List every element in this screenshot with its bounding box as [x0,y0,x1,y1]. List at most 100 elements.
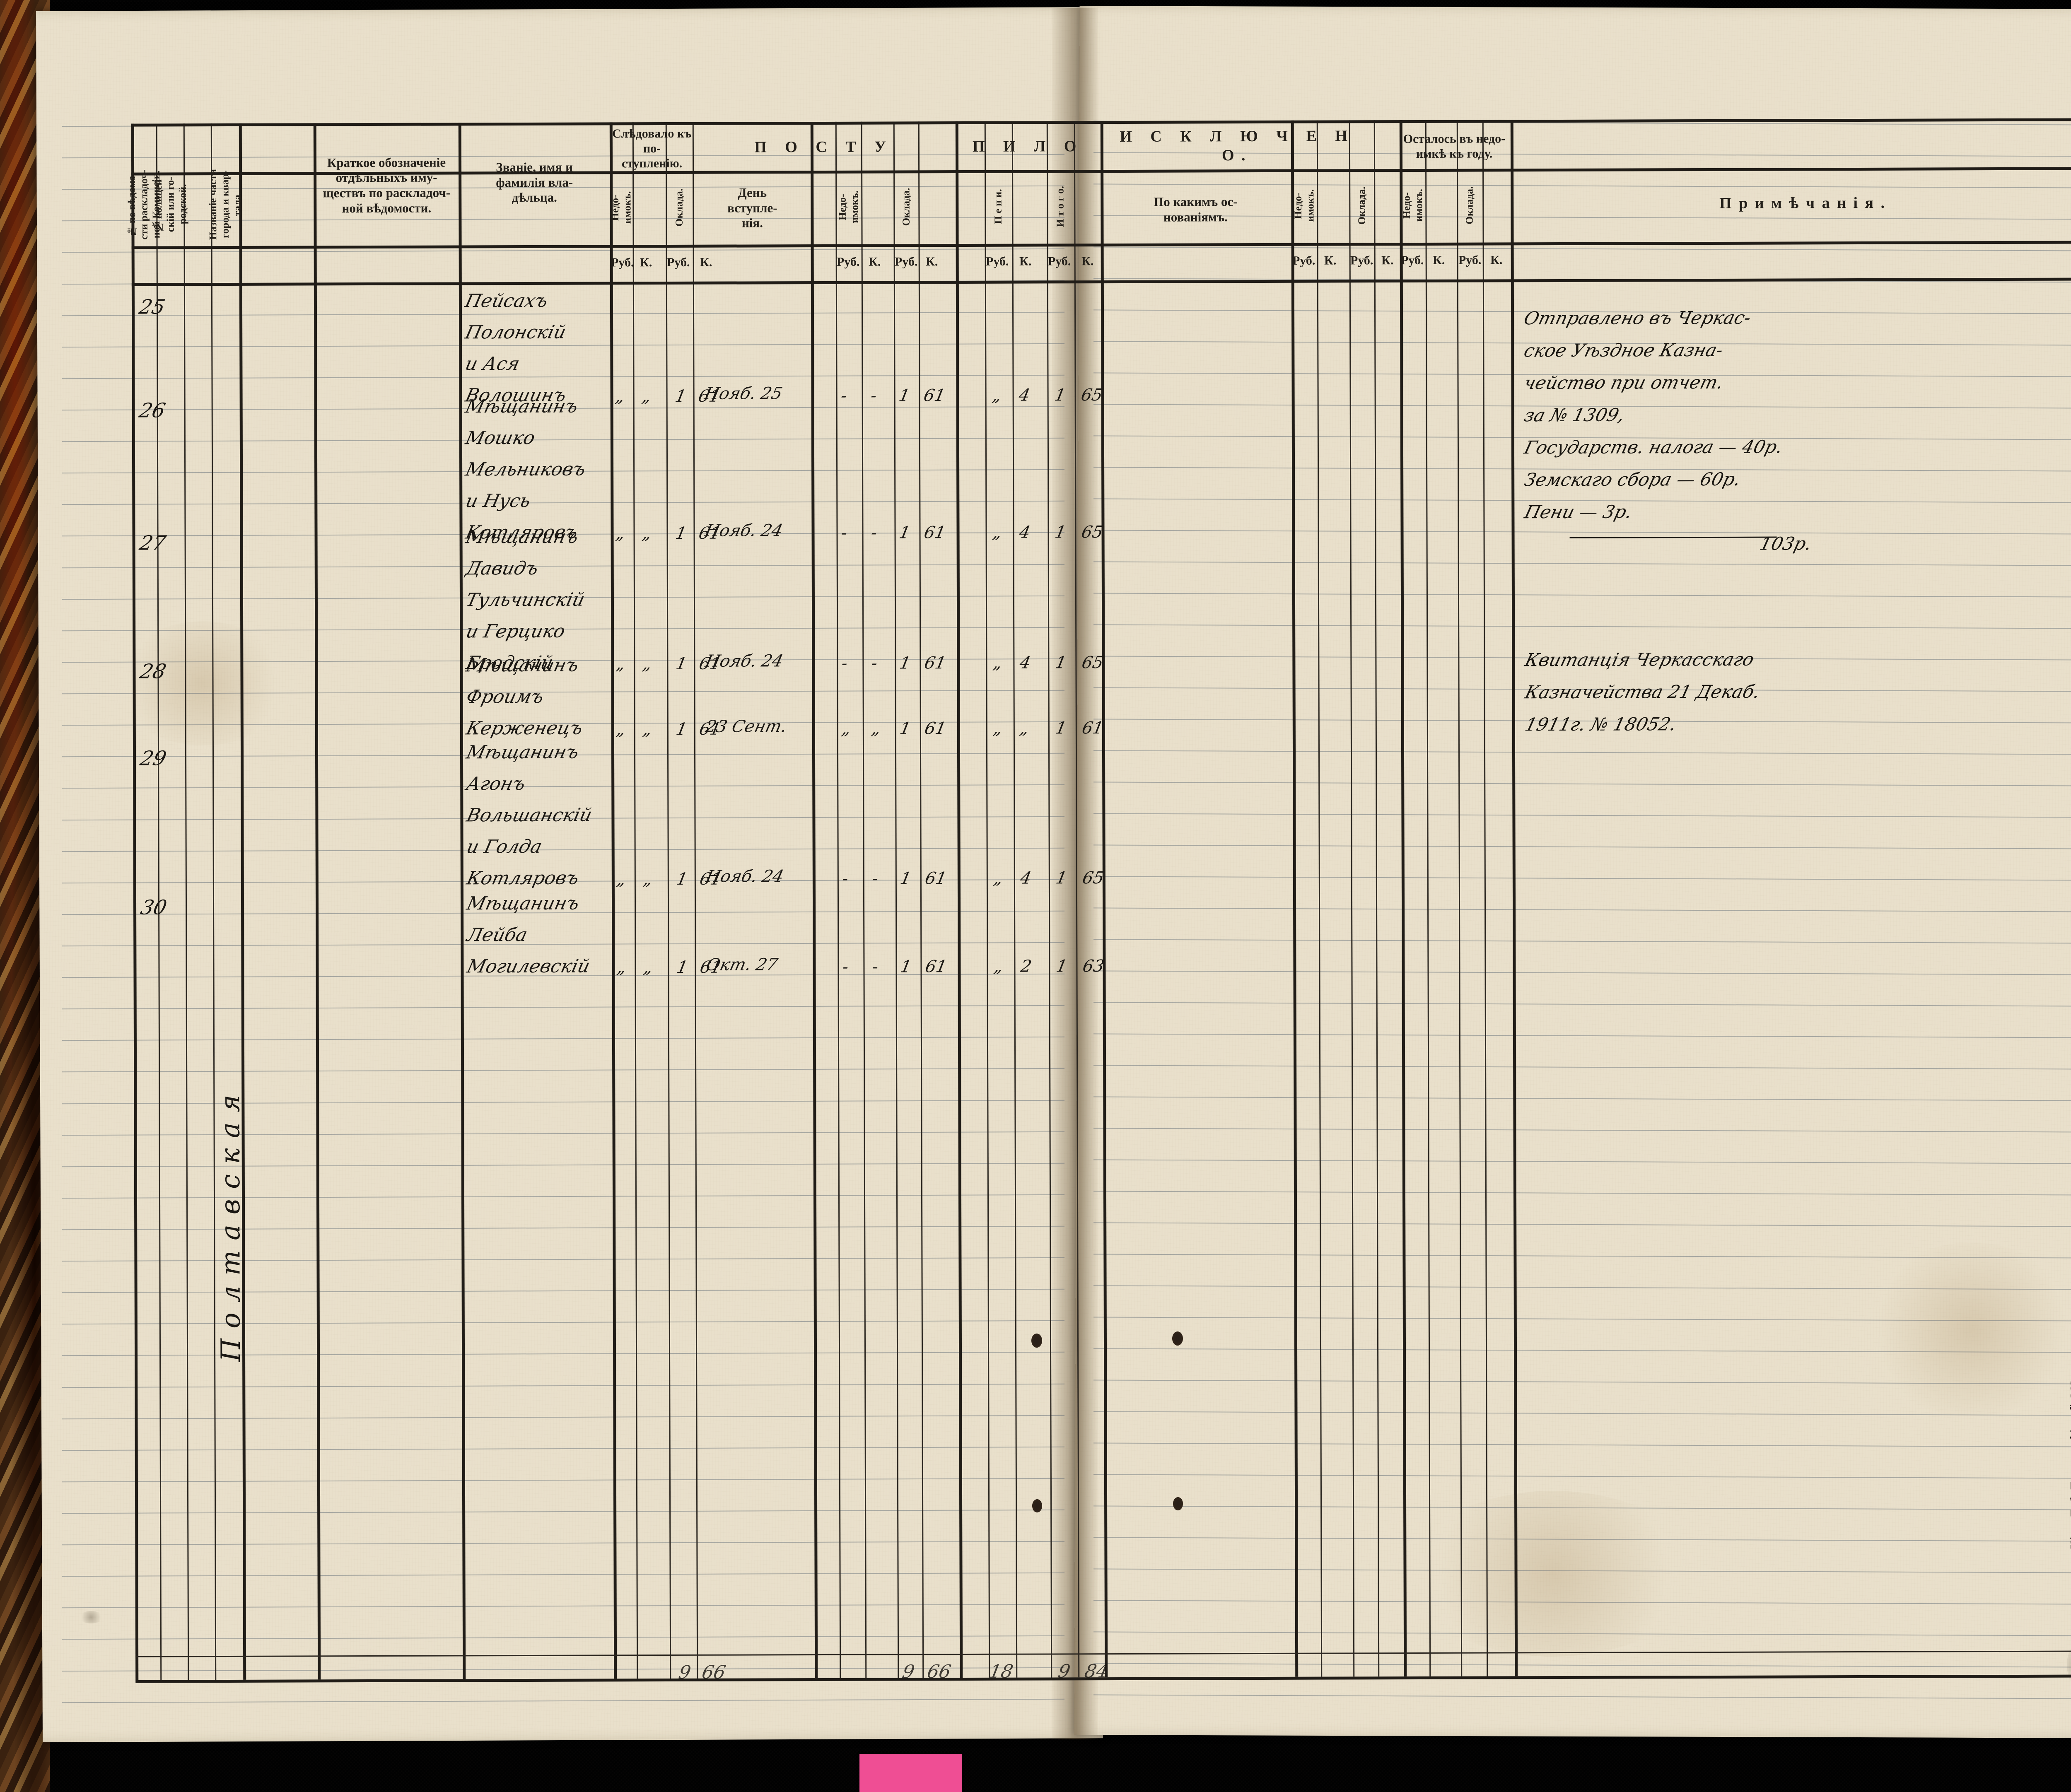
amount-cell: - [839,386,849,405]
table-column-rule [893,121,899,1678]
amount-cell: „ [991,523,1004,542]
amount-cell: 1 [675,869,689,889]
amount-cell: „ [992,868,1004,888]
amount-cell: 65 [1079,386,1104,405]
currency-subheader: Руб. [666,255,690,270]
remark-line: Государств. налога — 40р. [1522,437,1785,458]
amount-cell: 61 [923,654,948,673]
amount-cell: - [840,654,850,673]
sum-underline [1569,536,1777,538]
table-column-rule [1074,121,1080,1678]
amount-cell: - [869,523,879,543]
column-header-p-oklada: Оклада. [900,188,912,226]
amount-cell: 1 [897,386,912,405]
column-header-no-politsii: № полицей- скій или го- родской. [152,176,189,233]
currency-subheader: Руб. [1458,253,1482,267]
owner-name-line: Мѣщанинъ [463,396,580,417]
remark-line: Пени — 3р. [1522,502,1634,523]
entry-date: Нояб. 24 [704,867,786,886]
currency-subheader: К. [1381,253,1394,268]
currency-subheader: Руб. [894,255,918,269]
amount-cell: 1 [1053,386,1067,405]
currency-subheader: К. [926,255,938,269]
amount-cell: - [840,869,850,888]
bookmark-tab-bottom[interactable] [859,1754,962,1792]
owner-name-line: Мельниковъ [463,458,588,480]
amount-cell: 4 [1019,868,1033,888]
table-column-rule [918,121,924,1678]
remark-line: Квитанція Черкасскаго [1523,649,1756,671]
amount-cell: 65 [1081,868,1106,888]
column-header-den-vstupl: День вступле- нія. [727,185,777,230]
amount-cell: 1 [674,719,689,739]
amount-cell: „ [992,957,1005,976]
row-number: 29 [138,747,169,770]
amount-cell: - [870,869,880,888]
totals-cell: 66 [700,1662,728,1683]
totals-cell: 66 [925,1661,953,1683]
amount-cell: 2 [1019,957,1033,976]
amount-cell: 61 [923,719,948,738]
paper-wormhole [1032,1499,1042,1512]
currency-subheader: К. [640,256,652,270]
column-header-itogo: И т о г о. [1055,186,1066,227]
table-column-rule [458,123,466,1679]
amount-cell: 4 [1018,523,1032,542]
currency-subheader: Руб. [985,254,1009,268]
column-header-o-nedoimok: Недо- имокъ. [1401,189,1425,222]
table-column-rule [609,122,617,1679]
amount-cell: „ [642,958,654,977]
amount-cell: 1 [1054,719,1068,738]
amount-cell: „ [615,720,627,739]
amount-cell: „ [1018,719,1031,738]
owner-name-line: и Ася [463,353,522,375]
amount-cell: 1 [1055,957,1069,976]
owner-name-line: Могилевскій [465,955,592,977]
currency-subheader: К. [700,255,712,269]
table-column-rule [1349,120,1355,1677]
amount-cell: „ [992,653,1004,673]
column-header-p-nedoimok: Недо- имокъ. [837,191,861,224]
row-number: 30 [138,896,169,919]
remark-line: 1911г. № 18052. [1523,714,1679,736]
amount-cell: „ [991,386,1003,405]
owner-name-line: Мѣщанинъ [463,526,581,548]
table-column-rule [1100,121,1108,1678]
currency-subheader: К. [1019,254,1032,268]
table-column-rule [1482,120,1488,1676]
column-header-sl-nedoimok: Недо- имокъ. [609,191,633,224]
currency-subheader: К. [1433,253,1445,267]
ink-smudge [2067,1640,2071,1690]
column-header-primechaniya: Примѣчанія. [1719,194,1892,212]
column-header-nazvanie: Названіе части города и квар- тала. [207,169,244,240]
paper-wormhole [1031,1334,1042,1348]
table-column-rule [1046,121,1052,1678]
table-column-rule [1373,120,1380,1677]
entry-date: Окт. 27 [704,955,780,974]
entry-date: Нояб. 25 [702,384,784,403]
amount-cell: - [870,654,879,673]
owner-name-line: и Герцико [464,620,567,642]
table-column-rule [984,121,990,1678]
column-header-o-oklada: Оклада. [1464,186,1475,224]
amount-cell: - [871,957,880,977]
table-column-rule [1291,120,1299,1677]
amount-cell: 61 [923,869,949,888]
currency-subheader: Руб. [1350,253,1373,268]
owner-name-line: Давидъ [463,557,541,579]
totals-cell: 18 [987,1661,1015,1682]
amount-cell: 1 [1054,868,1069,888]
amount-cell: 4 [1017,386,1032,405]
amount-cell: 1 [898,523,912,543]
paper-wormhole [1173,1497,1183,1510]
owner-name-line: и Голда [464,836,544,858]
amount-cell: - [841,957,850,977]
amount-cell: „ [641,524,653,543]
amount-cell: 1 [898,719,912,738]
currency-subheader: Руб. [836,255,860,269]
amount-cell: 61 [922,523,947,543]
amount-cell: „ [641,720,654,739]
currency-subheader: Руб. [1048,254,1071,268]
amount-cell: 1 [675,958,690,977]
column-header-peni: П е н и. [992,189,1004,224]
